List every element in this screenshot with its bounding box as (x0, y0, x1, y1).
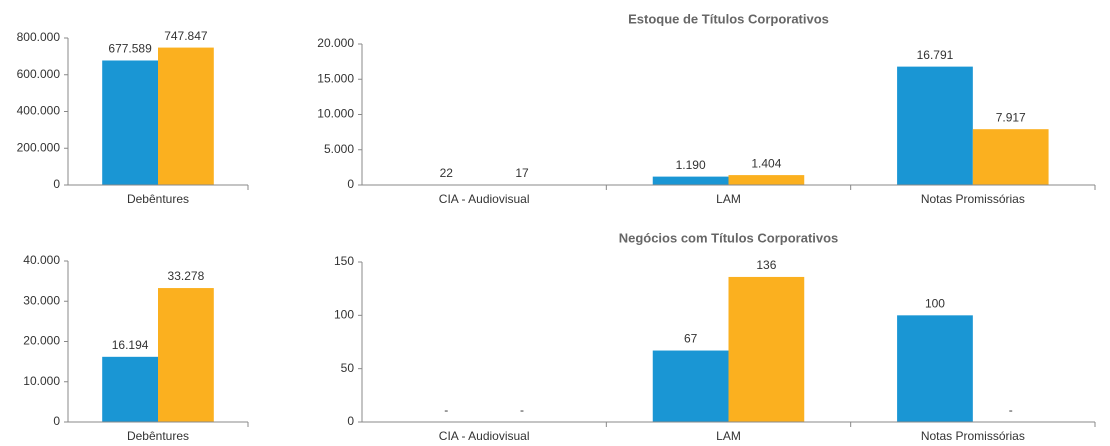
y-tick-label: 40.000 (23, 253, 60, 267)
y-tick-label: 600.000 (17, 67, 61, 81)
y-tick-label: 15.000 (317, 71, 354, 85)
y-tick-label: 50 (341, 361, 355, 375)
bar (652, 350, 729, 422)
y-tick-label: 10.000 (317, 107, 354, 121)
value-label: 16.194 (112, 338, 149, 352)
bar (728, 276, 805, 422)
bar (728, 175, 805, 185)
x-tick-label: CIA - Audiovisual (439, 429, 530, 443)
y-tick-label: 30.000 (23, 293, 60, 307)
y-tick-label: 150 (334, 254, 354, 268)
x-tick-label: Notas Promissórias (921, 429, 1025, 443)
value-label: 67 (684, 332, 698, 346)
bar (972, 129, 1049, 185)
value-label: 16.791 (917, 48, 954, 62)
chart-title: Estoque de Títulos Corporativos (628, 11, 829, 26)
bar (897, 315, 973, 422)
y-tick-label: 0 (53, 177, 60, 191)
bar (102, 60, 158, 185)
value-label: 1.404 (751, 156, 781, 170)
y-tick-label: 5.000 (324, 142, 354, 156)
bar (897, 66, 973, 185)
bar (102, 356, 158, 422)
bar (158, 47, 214, 185)
y-tick-label: 0 (347, 414, 354, 428)
bar (158, 288, 214, 422)
x-tick-label: LAM (716, 429, 741, 443)
value-label: 1.190 (676, 158, 706, 172)
y-tick-label: 10.000 (23, 374, 60, 388)
value-label: - (444, 403, 448, 417)
value-label: - (1009, 403, 1013, 417)
bar (652, 176, 729, 185)
chart-title: Negócios com Títulos Corporativos (619, 230, 839, 245)
y-tick-label: 100 (334, 308, 354, 322)
x-tick-label: Notas Promissórias (921, 192, 1025, 206)
value-label: 33.278 (168, 269, 205, 283)
value-label: 136 (756, 258, 776, 272)
y-tick-label: 20.000 (23, 334, 60, 348)
value-label: 17 (515, 166, 529, 180)
y-tick-label: 800.000 (17, 30, 61, 44)
value-label: 677.589 (108, 42, 152, 56)
x-tick-label: CIA - Audiovisual (439, 192, 530, 206)
x-tick-label: LAM (716, 192, 741, 206)
y-tick-label: 20.000 (317, 36, 354, 50)
value-label: 747.847 (164, 29, 208, 43)
y-tick-label: 0 (53, 414, 60, 428)
y-tick-label: 400.000 (17, 104, 61, 118)
value-label: 100 (925, 297, 945, 311)
y-tick-label: 0 (347, 177, 354, 191)
value-label: 22 (440, 166, 454, 180)
value-label: 7.917 (996, 110, 1026, 124)
y-tick-label: 200.000 (17, 140, 61, 154)
x-tick-label: Debêntures (127, 429, 189, 443)
x-tick-label: Debêntures (127, 192, 189, 206)
value-label: - (520, 403, 524, 417)
